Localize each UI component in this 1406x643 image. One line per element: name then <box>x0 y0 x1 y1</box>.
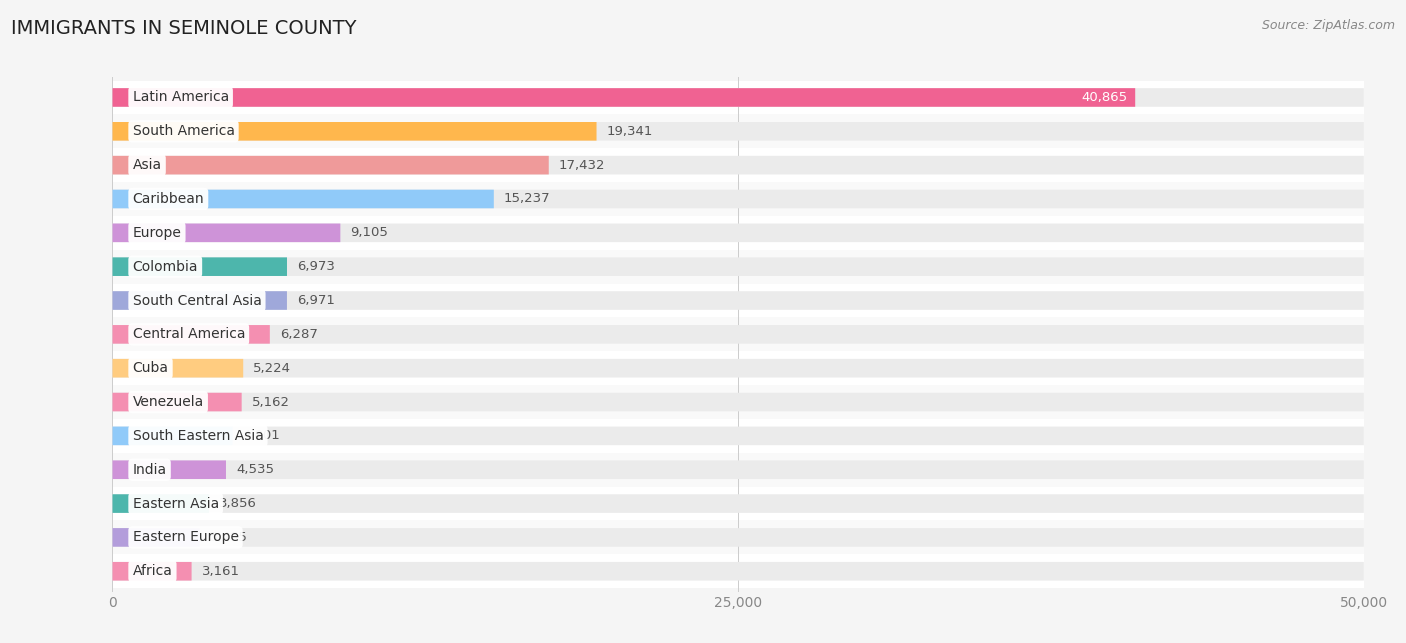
FancyBboxPatch shape <box>112 156 1364 174</box>
FancyBboxPatch shape <box>112 494 1364 513</box>
Bar <box>112 351 1364 385</box>
FancyBboxPatch shape <box>112 257 1364 276</box>
Text: 9,105: 9,105 <box>350 226 388 239</box>
Text: 4,801: 4,801 <box>243 430 280 442</box>
Text: Europe: Europe <box>132 226 181 240</box>
FancyBboxPatch shape <box>112 291 1364 310</box>
Bar <box>112 520 1364 554</box>
Text: Latin America: Latin America <box>132 91 229 104</box>
Text: Africa: Africa <box>132 565 173 578</box>
FancyBboxPatch shape <box>112 393 1364 412</box>
Bar <box>112 114 1364 149</box>
FancyBboxPatch shape <box>112 257 287 276</box>
Text: 19,341: 19,341 <box>606 125 652 138</box>
FancyBboxPatch shape <box>112 426 1364 445</box>
Text: 6,971: 6,971 <box>297 294 335 307</box>
FancyBboxPatch shape <box>112 562 191 581</box>
Bar <box>112 385 1364 419</box>
FancyBboxPatch shape <box>112 460 226 479</box>
Text: Asia: Asia <box>132 158 162 172</box>
Bar <box>112 318 1364 351</box>
Bar <box>112 554 1364 588</box>
FancyBboxPatch shape <box>112 291 287 310</box>
FancyBboxPatch shape <box>112 359 243 377</box>
Text: 4,535: 4,535 <box>236 463 274 476</box>
Text: South America: South America <box>132 124 235 138</box>
FancyBboxPatch shape <box>112 359 1364 377</box>
Bar <box>112 216 1364 249</box>
Text: Colombia: Colombia <box>132 260 198 274</box>
FancyBboxPatch shape <box>112 528 1364 547</box>
Text: 17,432: 17,432 <box>558 159 605 172</box>
Bar <box>112 182 1364 216</box>
FancyBboxPatch shape <box>112 494 209 513</box>
FancyBboxPatch shape <box>112 122 1364 141</box>
Bar <box>112 487 1364 520</box>
Text: IMMIGRANTS IN SEMINOLE COUNTY: IMMIGRANTS IN SEMINOLE COUNTY <box>11 19 357 39</box>
FancyBboxPatch shape <box>112 325 270 343</box>
Text: 3,161: 3,161 <box>201 565 239 578</box>
Bar <box>112 149 1364 182</box>
FancyBboxPatch shape <box>112 460 1364 479</box>
Bar <box>112 453 1364 487</box>
FancyBboxPatch shape <box>112 190 1364 208</box>
Bar <box>112 419 1364 453</box>
Text: Caribbean: Caribbean <box>132 192 204 206</box>
Text: 3,856: 3,856 <box>219 497 257 510</box>
FancyBboxPatch shape <box>112 156 548 174</box>
Bar <box>112 284 1364 318</box>
Text: 5,224: 5,224 <box>253 362 291 375</box>
Bar <box>112 249 1364 284</box>
FancyBboxPatch shape <box>112 88 1135 107</box>
Text: South Central Asia: South Central Asia <box>132 293 262 307</box>
Bar <box>112 80 1364 114</box>
Text: Eastern Europe: Eastern Europe <box>132 530 239 545</box>
Text: Source: ZipAtlas.com: Source: ZipAtlas.com <box>1261 19 1395 32</box>
Text: 40,865: 40,865 <box>1081 91 1128 104</box>
Text: India: India <box>132 463 167 476</box>
Text: Cuba: Cuba <box>132 361 169 376</box>
FancyBboxPatch shape <box>112 325 1364 343</box>
FancyBboxPatch shape <box>112 393 242 412</box>
FancyBboxPatch shape <box>112 224 340 242</box>
Text: 15,237: 15,237 <box>503 192 551 206</box>
Text: Venezuela: Venezuela <box>132 395 204 409</box>
Text: 3,485: 3,485 <box>209 531 247 544</box>
Text: 5,162: 5,162 <box>252 395 290 408</box>
FancyBboxPatch shape <box>112 224 1364 242</box>
Text: South Eastern Asia: South Eastern Asia <box>132 429 263 443</box>
Text: 6,287: 6,287 <box>280 328 318 341</box>
FancyBboxPatch shape <box>112 562 1364 581</box>
FancyBboxPatch shape <box>112 88 1364 107</box>
FancyBboxPatch shape <box>112 190 494 208</box>
Text: 6,973: 6,973 <box>297 260 335 273</box>
Text: Eastern Asia: Eastern Asia <box>132 496 219 511</box>
FancyBboxPatch shape <box>112 122 596 141</box>
FancyBboxPatch shape <box>112 528 200 547</box>
FancyBboxPatch shape <box>112 426 232 445</box>
Text: Central America: Central America <box>132 327 245 341</box>
